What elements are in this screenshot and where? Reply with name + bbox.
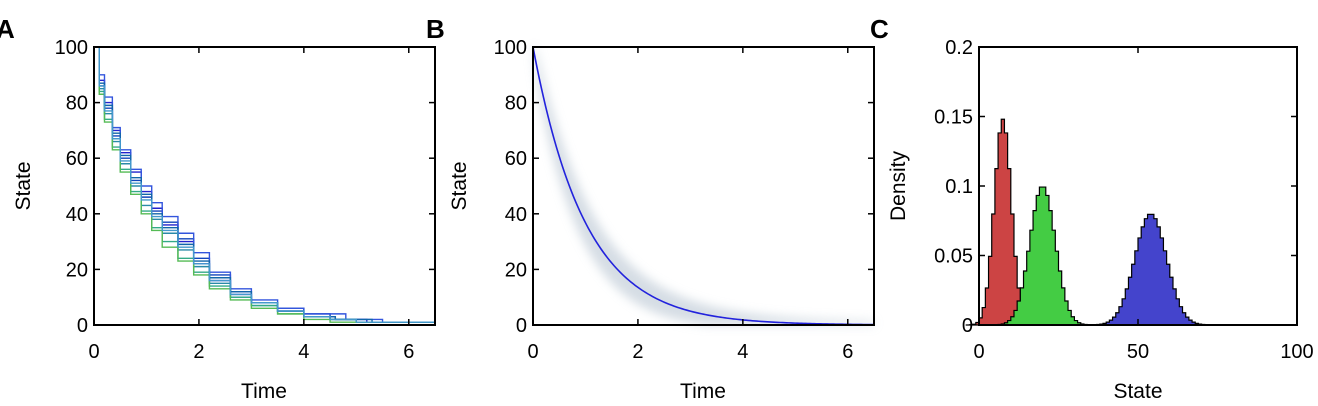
panel-a-ytick-label-3: 60 bbox=[66, 148, 88, 170]
panel-a-xtick-label-3: 6 bbox=[403, 341, 414, 363]
panel-b-xtick-label-0: 0 bbox=[527, 341, 538, 363]
panel-c-chart: 0 50 100 0 0.05 0.1 0.15 0.2 State Density bbox=[887, 37, 1314, 403]
panel-a-ytick-label-4: 80 bbox=[66, 93, 88, 115]
panel-c-xtick-label-2: 100 bbox=[1280, 341, 1313, 363]
panel-b-xtick-label-1: 2 bbox=[632, 341, 643, 363]
panel-a-xtick-label-1: 2 bbox=[193, 341, 204, 363]
panel-b-ytick-label-0: 0 bbox=[516, 315, 527, 337]
panel-c-ytick-label-1: 0.05 bbox=[934, 246, 973, 268]
panel-c-ytick-label-0: 0 bbox=[962, 315, 973, 337]
panel-c-ytick-label-2: 0.1 bbox=[945, 176, 973, 198]
panel-c-xtick-label-0: 0 bbox=[973, 341, 984, 363]
panel-b-xtick-label-2: 4 bbox=[737, 341, 748, 363]
panel-b-axes-box bbox=[532, 46, 875, 326]
panel-a-xlabel: Time bbox=[241, 380, 287, 403]
panel-b-ytick-label-3: 60 bbox=[505, 148, 527, 170]
panel-c-histogram-1 bbox=[991, 186, 1095, 326]
panel-a-series-group bbox=[94, 46, 436, 325]
panel-b-ytick-label-4: 80 bbox=[505, 93, 527, 115]
panel-a-xtick-label-2: 4 bbox=[298, 341, 309, 363]
panel-b-mean-curve bbox=[532, 46, 875, 326]
panel-c-ylabel: Density bbox=[887, 150, 910, 221]
panel-a-xtick-label-0: 0 bbox=[88, 341, 99, 363]
panel-b-density-band bbox=[533, 47, 874, 325]
panel-b-ytick-label-5: 100 bbox=[494, 37, 527, 59]
panel-c-axes-box bbox=[978, 46, 1298, 326]
panel-c-ytick-label-4: 0.2 bbox=[945, 37, 973, 59]
panel-b-xtick-label-3: 6 bbox=[842, 341, 853, 363]
panel-a-ytick-label-1: 20 bbox=[66, 259, 88, 281]
panel-b-ytick-label-2: 40 bbox=[505, 204, 527, 226]
panel-c-xtick-label-1: 50 bbox=[1127, 341, 1149, 363]
panel-b-ylabel: State bbox=[448, 161, 471, 210]
panel-b-plot-area bbox=[533, 47, 874, 325]
panel-a-series-line-7 bbox=[94, 46, 436, 325]
panel-a-ytick-label-0: 0 bbox=[77, 315, 88, 337]
panel-letter-a: A bbox=[0, 14, 15, 44]
panel-c-xlabel: State bbox=[1113, 380, 1162, 403]
panel-b-xlabel: Time bbox=[680, 380, 726, 403]
panel-letter-b: B bbox=[426, 14, 445, 44]
panel-b-ytick-label-1: 20 bbox=[505, 259, 527, 281]
panel-a-ytick-label-5: 100 bbox=[55, 37, 88, 59]
panel-c-ytick-label-3: 0.15 bbox=[934, 107, 973, 129]
panel-a-axes-box bbox=[93, 46, 436, 326]
panel-c-histogram-2 bbox=[1086, 213, 1215, 326]
panel-c-ticks: 0 50 100 0 0.05 0.1 0.15 0.2 bbox=[934, 37, 1314, 363]
panel-letter-c: C bbox=[870, 14, 889, 44]
panel-a-ylabel: State bbox=[12, 161, 35, 210]
panel-a-ytick-label-2: 40 bbox=[66, 204, 88, 226]
